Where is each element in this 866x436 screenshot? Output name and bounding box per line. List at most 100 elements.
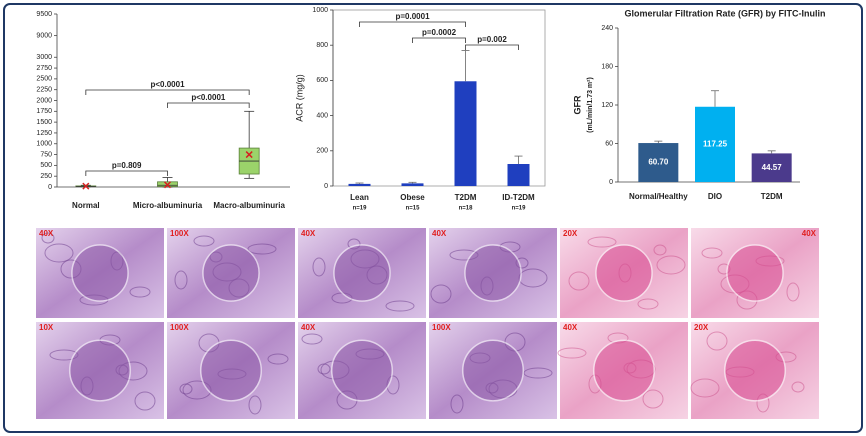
bar [454,81,477,186]
tissue-structure [385,300,415,312]
magnification-label: 40X [432,229,447,238]
glomerulus [592,339,656,402]
tissue-structure [193,235,215,247]
tissue-structure [587,236,617,248]
tissue-structure [44,243,74,263]
glomerulus [199,339,263,402]
magnification-label: 100X [170,229,189,238]
tissue-structure [653,244,667,256]
y-tick-label: 2000 [36,97,52,104]
y-tick-label: 9500 [36,11,52,18]
y-tick-label: 750 [40,151,52,158]
p-value: p=0.809 [112,161,142,170]
glomerulus [333,244,391,302]
outer-frame [3,3,863,433]
y-tick-label: 0 [609,179,613,186]
mean-marker [245,151,253,159]
y-tick-label: 240 [601,25,613,32]
significance-bracket [359,21,466,27]
magnification-label: 20X [694,323,709,332]
tissue-structure [41,232,55,244]
magnification-label: 40X [39,229,54,238]
tissue-structure [174,270,188,290]
y-tick-label: 800 [316,42,328,49]
y-tick-label: 2500 [36,76,52,83]
magnification-label: 20X [563,229,578,238]
tissue-structure [430,284,452,304]
glomerulus [202,244,260,302]
x-tick-label: Lean [350,193,369,202]
bar [751,153,792,182]
y-axis-label: ACR (mg/g) [294,74,304,122]
magnification-label: 40X [802,229,817,238]
glomerulus [464,244,522,302]
chart-title: Glomerular Filtration Rate (GFR) by FITC… [624,8,825,18]
sample-size: n=19 [512,206,527,212]
x-tick-label: Obese [400,193,425,202]
tissue-structure [656,255,686,275]
sample-size: n=19 [353,206,368,212]
y-tick-label: 400 [316,112,328,119]
x-tick-label: ID-T2DM [502,193,535,202]
tissue-structure [134,391,156,411]
x-tick-label: T2DM [761,192,783,201]
y-tick-label: 2250 [36,87,52,94]
tissue-structure [690,378,720,398]
p-value: p=0.0001 [395,12,430,21]
x-tick-label: DIO [708,192,722,201]
y-tick-label: 9000 [36,32,52,39]
significance-bracket [167,102,250,108]
tissue-structure [301,333,323,345]
p-value: p<0.0001 [191,93,226,102]
tissue-structure [642,389,664,409]
tissue-structure [791,381,805,393]
magnification-label: 40X [563,323,578,332]
significance-bracket [412,37,466,43]
glomerulus [595,244,653,302]
tissue-structure [637,298,659,310]
y-tick-label: 3000 [36,54,52,61]
p-value: p=0.002 [477,35,507,44]
significance-bracket [85,89,250,95]
y-axis-label: GFR [572,95,582,114]
tissue-structure [706,331,728,351]
glomerulus [68,339,132,402]
tissue-structure [247,243,277,255]
glomerulus [330,339,394,402]
y-tick-label: 120 [601,102,613,109]
tissue-structure [248,395,262,415]
y-tick-label: 60 [605,140,613,147]
x-tick-label: Normal [72,201,100,210]
x-tick-label: T2DM [455,193,477,202]
y-tick-label: 1250 [36,130,52,137]
glomerulus [726,244,784,302]
y-tick-label: 200 [316,148,328,155]
y-tick-label: 250 [40,173,52,180]
p-value: p=0.0002 [422,28,457,37]
sample-size: n=18 [459,206,474,212]
x-tick-label: Micro-albuminuria [133,201,203,210]
y-tick-label: 1500 [36,119,52,126]
magnification-label: 10X [39,323,54,332]
tissue-structure [557,347,587,359]
magnification-label: 100X [170,323,189,332]
tissue-structure [568,271,590,291]
bar [348,183,371,186]
magnification-label: 40X [301,323,316,332]
y-tick-label: 180 [601,63,613,70]
y-axis-unit: (mL/min/1.73 m²) [587,77,594,133]
bar [695,106,735,182]
bar [507,164,530,186]
p-value: p<0.0001 [150,80,185,89]
sample-size: n=15 [406,206,421,212]
x-tick-label: Macro-albuminuria [213,201,285,210]
bar [401,183,424,186]
significance-bracket [465,44,519,50]
significance-bracket [85,170,168,176]
value-label: 60.70 [648,158,669,167]
tissue-structure [312,257,326,277]
y-tick-label: 0 [324,183,328,190]
tissue-structure [701,247,723,259]
tissue-structure [786,282,800,302]
